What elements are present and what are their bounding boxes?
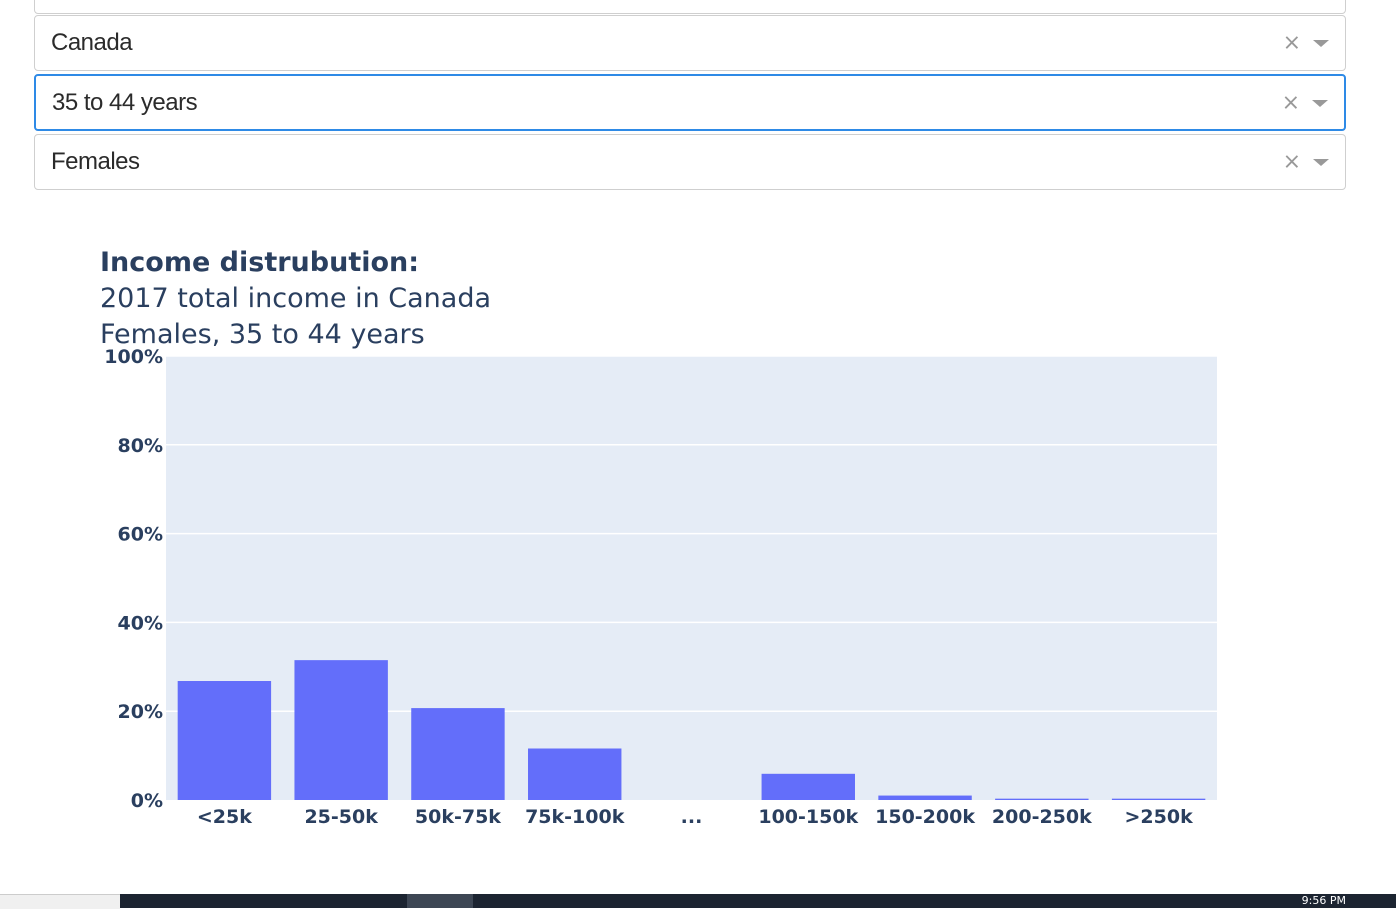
- bar: [294, 660, 388, 800]
- chart-subtitle-line1: 2017 total income in Canada: [100, 283, 492, 314]
- y-tick-label: 60%: [118, 524, 163, 546]
- sex-chevron-down-icon[interactable]: [1313, 159, 1329, 166]
- chart-title-block: Income distrubution: 2017 total income i…: [100, 245, 491, 353]
- x-tick-label: 150-200k: [875, 806, 975, 828]
- y-tick-label: 100%: [104, 346, 163, 368]
- bar: [411, 708, 505, 800]
- taskbar-left-area: [0, 894, 120, 909]
- x-tick-label: <25k: [197, 806, 252, 828]
- country-chevron-down-icon[interactable]: [1313, 40, 1329, 47]
- age-group-dropdown-value: 35 to 44 years: [52, 88, 198, 116]
- y-tick-label: 20%: [118, 701, 163, 723]
- age-group-dropdown[interactable]: 35 to 44 years ×: [34, 74, 1346, 131]
- sex-dropdown-value: Females: [51, 148, 140, 175]
- y-tick-label: 0%: [131, 790, 163, 812]
- sex-clear-icon[interactable]: ×: [1282, 149, 1301, 175]
- bar: [878, 795, 972, 800]
- age-group-chevron-down-icon[interactable]: [1312, 99, 1328, 107]
- chart-title: Income distrubution:: [100, 247, 420, 278]
- x-tick-label: >250k: [1125, 806, 1194, 828]
- y-tick-label: 40%: [118, 612, 163, 634]
- sex-dropdown[interactable]: Females ×: [34, 134, 1346, 190]
- taskbar-clock: 9:56 PM: [1301, 894, 1346, 907]
- country-clear-icon[interactable]: ×: [1282, 30, 1301, 56]
- dropdown-previous[interactable]: [34, 0, 1346, 14]
- x-tick-label: ...: [681, 806, 703, 828]
- x-tick-label: 75k-100k: [525, 806, 625, 828]
- taskbar-active-app[interactable]: [407, 894, 473, 908]
- y-tick-label: 80%: [118, 435, 163, 457]
- taskbar: [120, 894, 1396, 908]
- x-tick-label: 25-50k: [304, 806, 378, 828]
- age-group-clear-icon[interactable]: ×: [1281, 90, 1300, 115]
- x-tick-label: 50k-75k: [415, 806, 501, 828]
- country-dropdown[interactable]: Canada ×: [34, 15, 1346, 71]
- chart-subtitle-line2: Females, 35 to 44 years: [100, 319, 425, 350]
- bar: [761, 773, 855, 800]
- x-tick-label: 100-150k: [758, 806, 858, 828]
- bar: [995, 798, 1089, 800]
- bar: [177, 681, 272, 800]
- x-tick-label: 200-250k: [992, 806, 1092, 828]
- bar: [528, 748, 622, 800]
- bar: [1111, 798, 1206, 800]
- country-dropdown-value: Canada: [51, 29, 133, 56]
